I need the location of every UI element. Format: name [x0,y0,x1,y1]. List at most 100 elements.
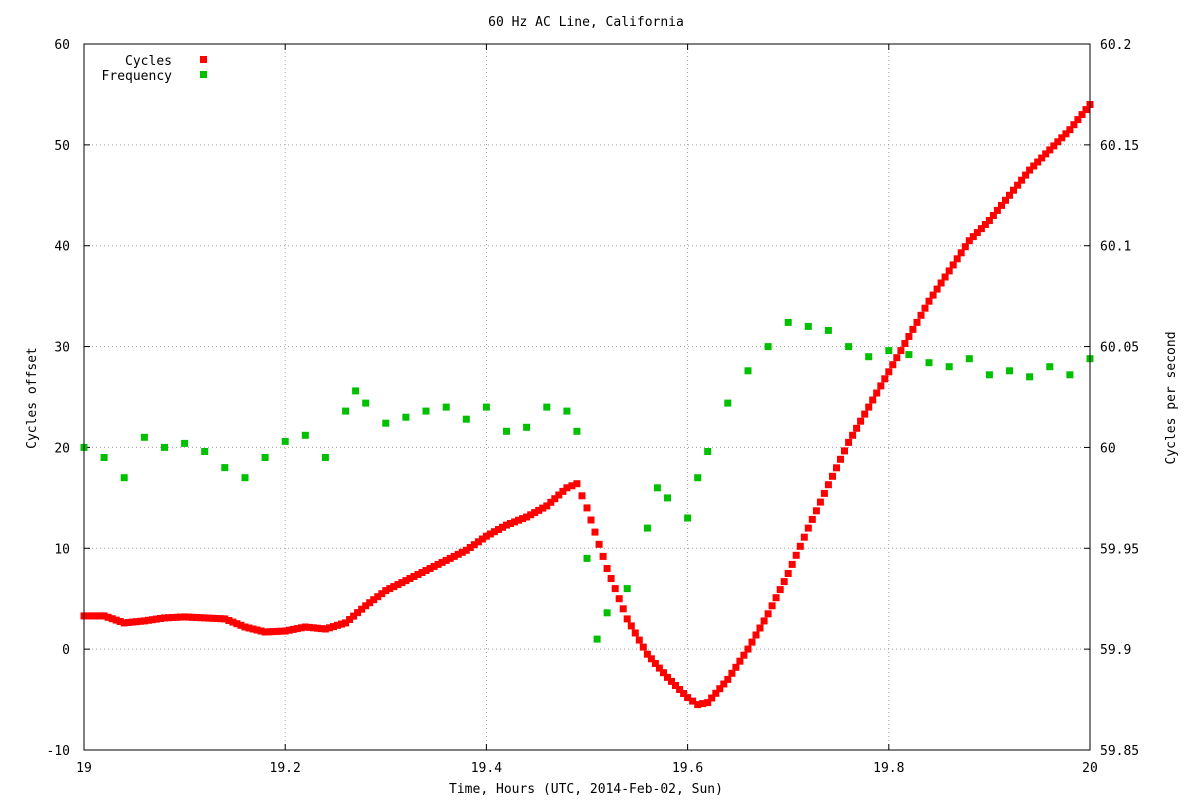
data-point [865,353,873,361]
data-point [1046,146,1054,154]
data-point [140,433,148,441]
data-point [1018,176,1026,184]
data-point [660,669,667,677]
x-tick-label: 19.4 [471,761,502,776]
data-point [1042,150,1050,158]
data-point [728,669,736,677]
data-point [1074,116,1082,124]
data-point [599,552,607,560]
data-point [277,627,285,635]
data-point [909,325,917,333]
data-point [418,569,426,576]
data-point [519,515,527,523]
data-point [177,613,185,621]
data-point [724,675,732,683]
data-point [643,524,651,532]
data-point [578,492,586,500]
data-point [853,424,861,432]
data-point [1070,121,1078,129]
data-point [684,514,692,522]
data-point [945,267,953,275]
data-point [1054,138,1062,146]
data-point [1026,373,1034,381]
data-point [744,645,752,653]
data-point [583,504,591,512]
data-point [482,532,490,540]
data-point [977,225,985,233]
data-point [261,628,269,636]
data-point [664,673,671,681]
data-point [161,614,168,622]
data-point [748,638,756,646]
data-point [289,625,297,633]
data-point [595,540,603,548]
data-point [680,690,688,697]
data-point [434,560,442,568]
data-point [426,565,434,572]
data-point [1066,371,1074,379]
data-point [593,635,601,643]
data-point [313,624,321,632]
data-point [527,511,535,519]
data-point [193,614,201,621]
data-point [346,616,354,623]
data-point [969,233,977,241]
data-point [478,535,486,543]
data-point [607,575,615,582]
data-point [261,454,269,461]
data-point [386,585,394,593]
data-point [209,614,217,622]
data-point [1058,134,1066,142]
data-point [136,617,144,625]
data-point [511,518,519,526]
data-point [503,427,510,435]
data-point [120,619,128,627]
data-point [885,347,893,355]
data-point [1082,106,1090,114]
y-tick-label: -10 [47,744,70,759]
data-point [865,403,873,411]
series-frequency [80,318,1094,643]
data-point [229,618,237,626]
data-point [684,694,692,702]
data-point [422,407,430,415]
data-point [285,626,293,634]
legend-swatch-frequency [200,71,207,78]
data-point [547,498,555,506]
y-tick-label: 60 [54,38,70,53]
data-point [438,558,446,566]
data-point [221,615,229,623]
y-tick-label: 20 [54,441,70,456]
data-point [466,544,474,551]
data-point [301,623,309,631]
data-point [639,643,647,651]
data-point [535,506,543,514]
data-point [768,602,776,610]
y2-tick-label: 59.9 [1100,643,1131,658]
data-point [804,322,812,330]
plot-area [80,101,1094,709]
data-point [495,526,502,533]
data-point [917,311,925,319]
y-axis-left: -10 0 10 20 30 40 50 60 [47,38,90,759]
data-point [732,663,740,671]
data-point [486,530,494,538]
data-point [185,613,193,621]
data-point [824,481,832,489]
data-point [651,660,659,667]
data-point [406,575,414,582]
data-point [837,455,844,463]
chart-title: 60 Hz AC Line, California [488,15,684,30]
data-point [366,599,374,607]
data-point [446,554,454,562]
data-point [152,615,160,623]
data-point [724,399,732,407]
data-point [776,586,784,594]
data-point [430,562,438,570]
data-point [869,396,877,404]
data-point [833,464,840,472]
data-point [647,655,655,663]
data-point [901,340,909,347]
data-point [820,489,828,497]
